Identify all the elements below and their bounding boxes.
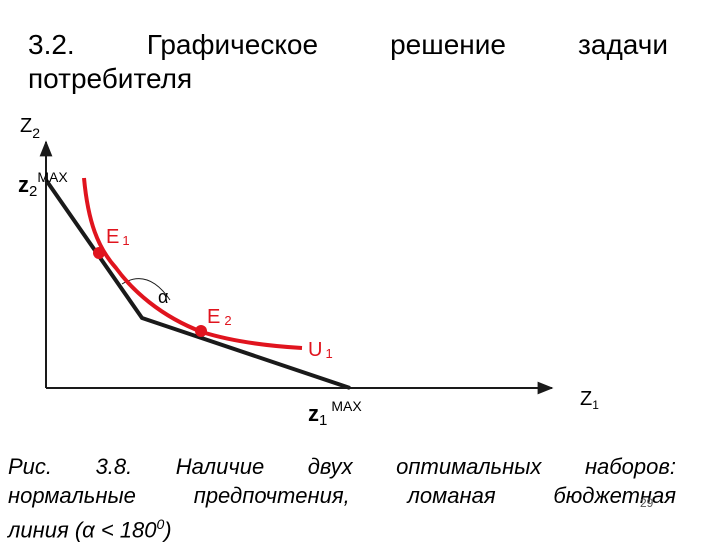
angle-label: α [158, 287, 168, 307]
indifference-curve-u1 [82, 177, 303, 350]
caption-word: бюджетная [553, 483, 676, 508]
caption-line-2: нормальные предпочтения, ломаная бюджетн… [8, 481, 676, 510]
caption-word: наборов: [584, 454, 676, 479]
optimum-point-e1 [93, 247, 105, 259]
caption-line-3: линия (α < 1800) [8, 510, 676, 544]
caption-word: оптимальных [396, 454, 542, 479]
caption-word: двух [307, 454, 353, 479]
figure-caption: Рис. 3.8. Наличие двух оптимальных набор… [8, 452, 676, 544]
z1-max-label: z1MAX [308, 398, 362, 429]
caption-word: предпочтения, [193, 483, 350, 508]
caption-line-1: Рис. 3.8. Наличие двух оптимальных набор… [8, 452, 676, 481]
broken-budget-line [44, 178, 351, 390]
page-number: 29 [640, 496, 654, 510]
optimum-point-e2 [195, 325, 207, 337]
caption-word: ломаная [407, 483, 496, 508]
caption-degree: 0 [156, 516, 165, 532]
caption-word: 3.8. [95, 454, 133, 479]
y-axis-label: Z2 [20, 115, 40, 141]
z2-max-label: z2MAX [18, 169, 68, 200]
caption-word: нормальные [8, 483, 136, 508]
caption-text-end: ) [164, 517, 172, 543]
title-word: Графическое [146, 29, 319, 60]
caption-word: Наличие [175, 454, 265, 479]
caption-text: линия (α < 180 [8, 517, 157, 543]
title-line-1: 3.2. Графическое решение задачи [28, 28, 668, 62]
title-word: 3.2. [28, 29, 75, 60]
title-word: задачи [578, 29, 668, 60]
title-line-2: потребителя [28, 63, 193, 94]
caption-word: Рис. [8, 454, 53, 479]
slide-title: 3.2. Графическое решение задачи потребит… [28, 28, 668, 96]
title-word: решение [390, 29, 506, 60]
x-axis-label: Z1 [580, 388, 599, 412]
